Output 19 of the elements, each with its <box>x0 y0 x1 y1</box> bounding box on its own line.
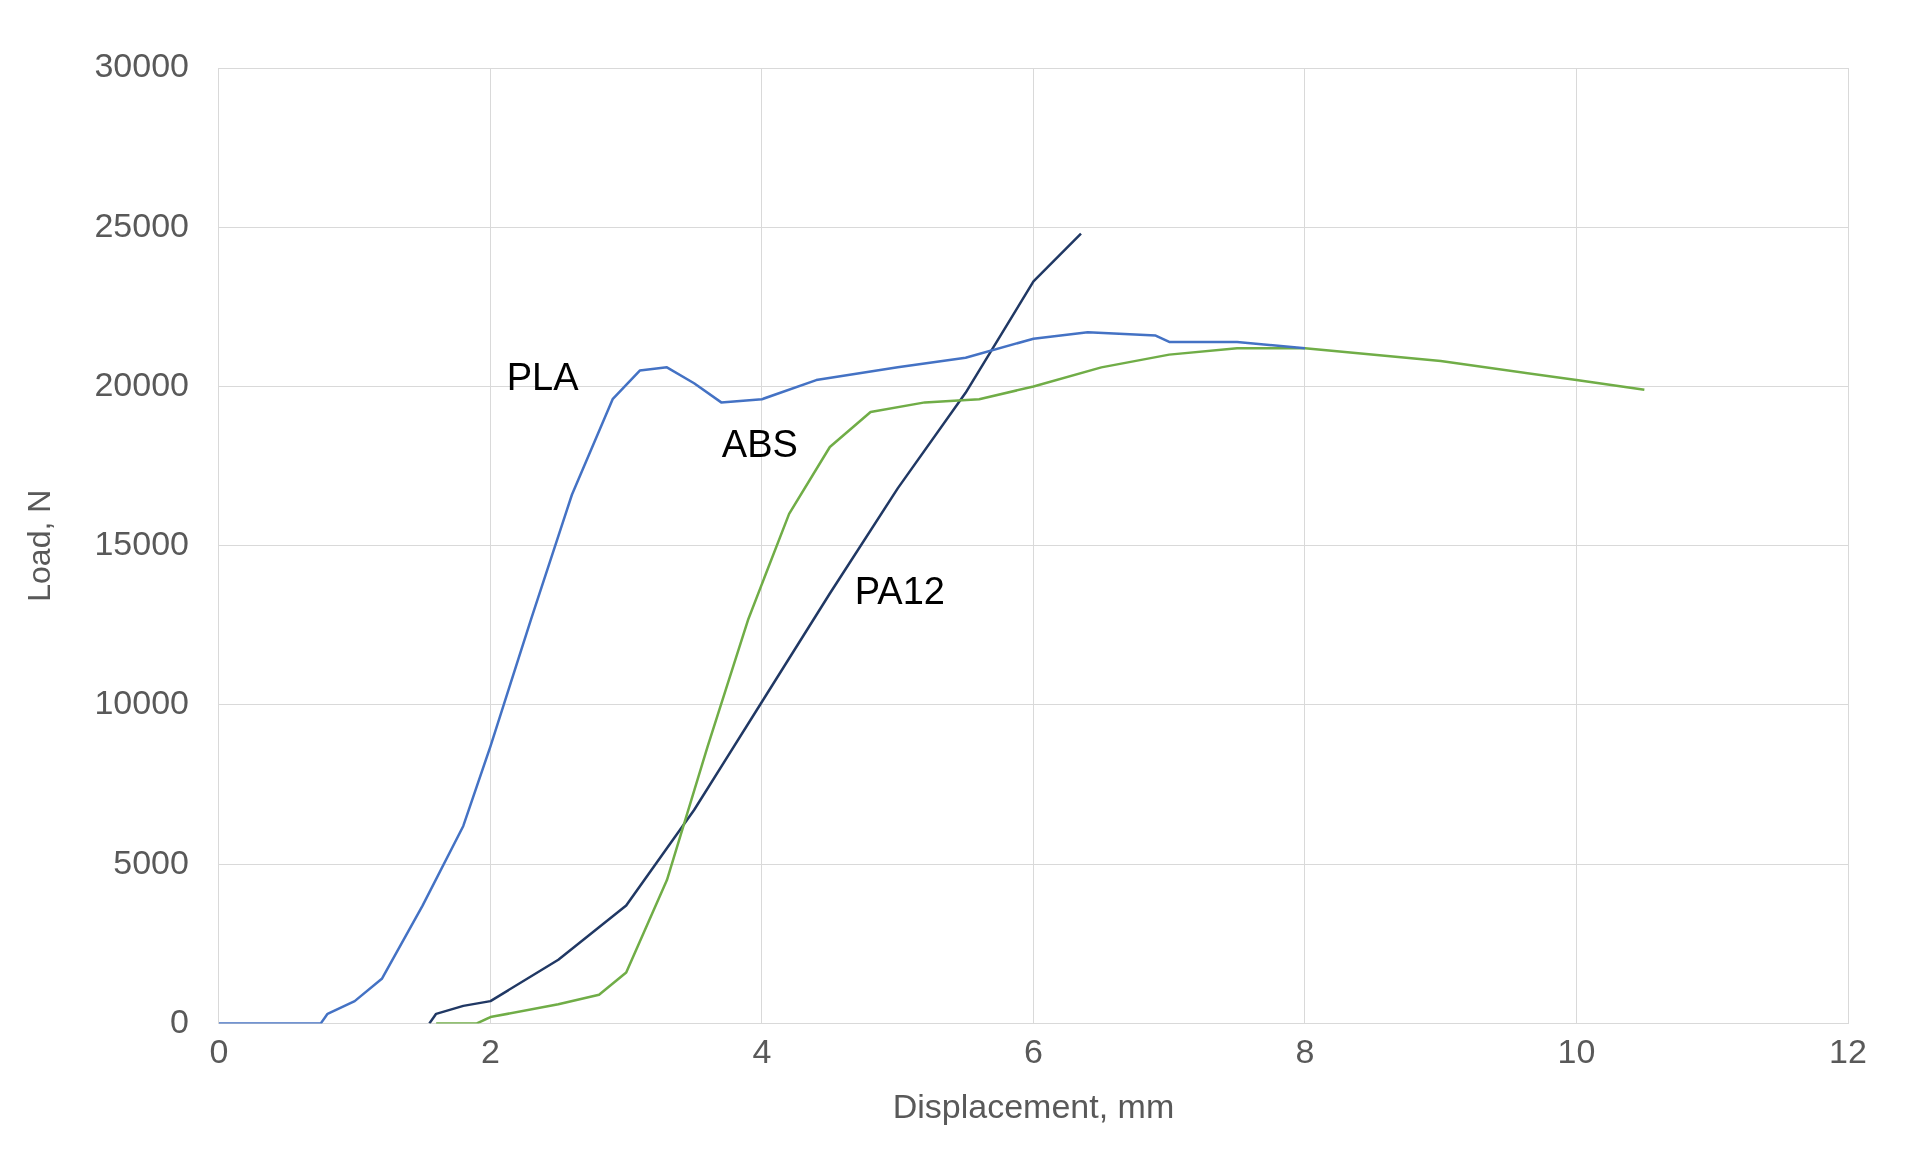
y-tick-label: 25000 <box>94 205 189 244</box>
x-tick-label: 12 <box>1829 1032 1867 1071</box>
x-tick-label: 10 <box>1557 1032 1596 1071</box>
series-label: PLA <box>506 355 580 398</box>
x-tick-label: 6 <box>1024 1032 1043 1071</box>
series-label: ABS <box>721 423 798 466</box>
y-tick-label: 10000 <box>94 683 189 722</box>
y-axis-title: Load, N <box>21 489 58 602</box>
x-tick-label: 4 <box>752 1032 772 1071</box>
y-tick-label: 15000 <box>94 524 189 563</box>
x-tick-label: 8 <box>1295 1032 1315 1071</box>
x-tick-label: 2 <box>480 1032 500 1071</box>
x-tick-label: 0 <box>209 1032 229 1071</box>
series-label: PA12 <box>854 569 945 612</box>
y-tick-label: 0 <box>170 1001 189 1040</box>
y-tick-label: 30000 <box>94 46 189 85</box>
y-tick-label: 20000 <box>94 364 189 403</box>
x-axis-title: Displacement, mm <box>892 1086 1175 1125</box>
y-tick-label: 5000 <box>113 842 189 881</box>
